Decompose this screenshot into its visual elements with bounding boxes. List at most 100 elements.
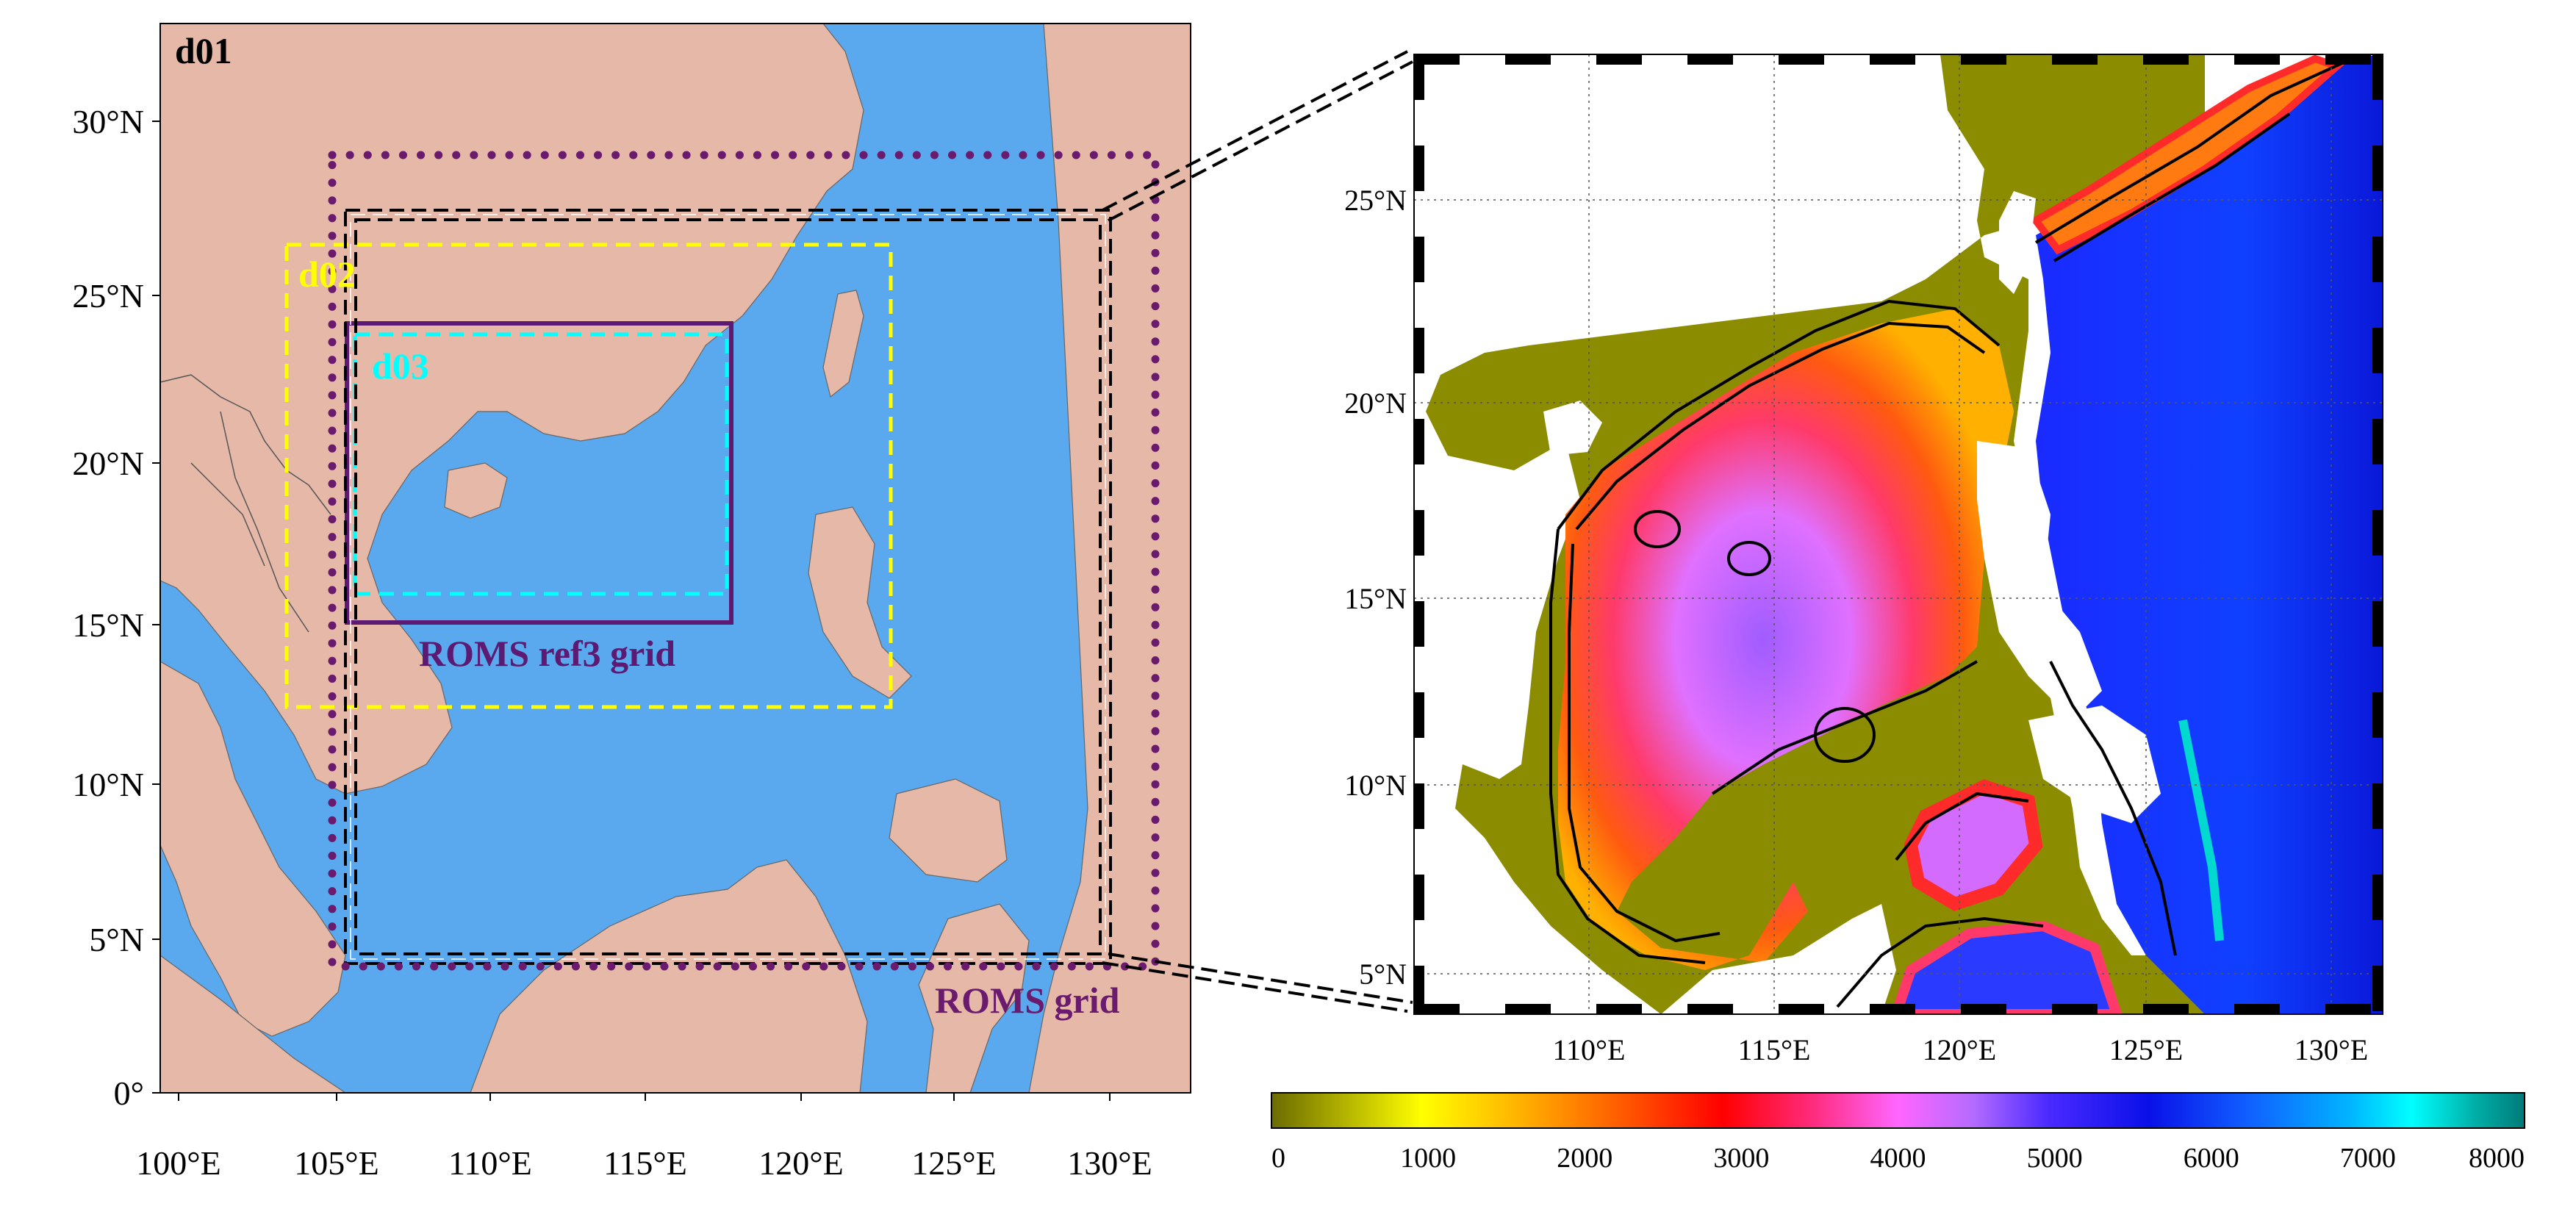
right-lon-tick-label: 115°E bbox=[1738, 1033, 1811, 1066]
frame-checker bbox=[1870, 54, 1915, 65]
frame-checker bbox=[1414, 966, 1424, 1011]
frame-checker bbox=[2372, 237, 2383, 282]
frame-checker bbox=[1687, 1004, 1733, 1014]
lat-tick-label: 25°N bbox=[72, 277, 144, 315]
lon-tick-label: 130°E bbox=[1067, 1144, 1152, 1182]
land-borneo bbox=[470, 859, 868, 1093]
land-visayas-right bbox=[2028, 706, 2161, 823]
lat-tick-label: 0° bbox=[114, 1074, 144, 1112]
land-hainan-right bbox=[1543, 401, 1602, 456]
d03-label: d03 bbox=[372, 345, 429, 387]
right-map-gridlines bbox=[1414, 54, 2383, 1014]
right-lon-tick-label: 120°E bbox=[1923, 1033, 1996, 1066]
right-lon-tick-label: 110°E bbox=[1553, 1033, 1626, 1066]
land-malay-peninsula bbox=[160, 661, 346, 1037]
lon-tick-label: 115°E bbox=[603, 1144, 687, 1182]
land-borneo-right bbox=[1661, 904, 1896, 1014]
roms-ref3-grid-box bbox=[345, 321, 733, 625]
inner-grid-box bbox=[344, 209, 1112, 965]
frame-checker bbox=[1505, 54, 1551, 65]
frame-checker bbox=[1414, 875, 1424, 920]
frame-checker bbox=[2372, 54, 2383, 100]
frame-checker bbox=[1870, 1004, 1915, 1014]
lat-tick-label: 5°N bbox=[89, 921, 144, 958]
frame-checker bbox=[1779, 1004, 1824, 1014]
frame-checker bbox=[2372, 419, 2383, 464]
philippine-trench bbox=[2178, 719, 2224, 941]
colorbar-tick-label: 5000 bbox=[2027, 1143, 2083, 1174]
frame-checker bbox=[2372, 146, 2383, 191]
country-borders bbox=[160, 374, 331, 633]
land-asia-mainland bbox=[160, 24, 864, 794]
depth-colorbar: 0 1000 2000 3000 4000 5000 6000 7000 8000 bbox=[1271, 1092, 2525, 1174]
lon-tick-label: 100°E bbox=[136, 1144, 221, 1182]
right-bathymetry-map: 5°N 10°N 15°N 20°N 25°N 110°E 115°E 120°E 125°E… bbox=[1344, 54, 2383, 1066]
frame-checker bbox=[1414, 1004, 1460, 1014]
inner-grid-box-white bbox=[350, 214, 1106, 960]
frame-checker bbox=[1414, 601, 1424, 647]
right-lat-tick-label: 5°N bbox=[1359, 958, 1407, 991]
frame-checker bbox=[2372, 875, 2383, 920]
depth-contours bbox=[1549, 57, 2353, 1008]
land-luzon-right bbox=[1977, 441, 2102, 720]
frame-checker bbox=[1596, 54, 1642, 65]
frame-checker bbox=[2052, 54, 2098, 65]
land-hainan bbox=[444, 462, 508, 519]
frame-checker bbox=[1961, 54, 2006, 65]
colorbar-gradient bbox=[1271, 1092, 2525, 1129]
right-lon-axis: 110°E 115°E 120°E 125°E 130°E bbox=[1553, 1033, 2369, 1066]
roms-grid-label: ROMS grid bbox=[935, 980, 1120, 1021]
frame-checker bbox=[1414, 419, 1424, 464]
frame-checker bbox=[2234, 1004, 2280, 1014]
frame-checker bbox=[1414, 510, 1424, 556]
left-lat-axis: 0° 5°N 10°N 15°N 20°N 25°N 30°N bbox=[72, 103, 160, 1112]
colorbar-tick-label: 2000 bbox=[1557, 1143, 1612, 1174]
land-sulawesi bbox=[918, 903, 1030, 1093]
left-map-frame bbox=[159, 23, 1191, 1094]
colorbar-tick-label: 1000 bbox=[1400, 1143, 1456, 1174]
frame-checker bbox=[1414, 237, 1424, 282]
frame-checker bbox=[1414, 54, 1424, 100]
colorbar-tick-label: 3000 bbox=[1713, 1143, 1769, 1174]
frame-checker bbox=[2143, 1004, 2189, 1014]
right-lon-tick-label: 130°E bbox=[2295, 1033, 2368, 1066]
frame-checker bbox=[2372, 783, 2383, 829]
land-taiwan-right bbox=[1999, 191, 2036, 294]
frame-checker bbox=[1414, 54, 1460, 65]
scs-deep-basin bbox=[1558, 309, 2014, 970]
frame-checker bbox=[2372, 510, 2383, 556]
right-lat-tick-label: 10°N bbox=[1344, 769, 1407, 802]
frame-checker bbox=[2143, 54, 2189, 65]
lon-tick-label: 125°E bbox=[911, 1144, 997, 1182]
right-lat-tick-label: 15°N bbox=[1344, 582, 1407, 615]
frame-checker bbox=[2325, 1004, 2371, 1014]
d02-label: d02 bbox=[298, 254, 356, 295]
frame-checker bbox=[2372, 692, 2383, 738]
lon-tick-label: 110°E bbox=[448, 1144, 532, 1182]
frame-checker bbox=[1414, 328, 1424, 373]
frame-checker bbox=[1414, 692, 1424, 738]
land-luzon bbox=[808, 506, 912, 699]
left-lon-axis: 100°E 105°E 110°E 115°E 120°E 125°E 130°E bbox=[136, 1093, 1152, 1182]
frame-checker bbox=[1414, 783, 1424, 829]
panel-label-d01: d01 bbox=[175, 30, 232, 71]
right-lon-tick-label: 125°E bbox=[2109, 1033, 2183, 1066]
frame-checker bbox=[2234, 54, 2280, 65]
right-lat-axis: 5°N 10°N 15°N 20°N 25°N bbox=[1344, 184, 1407, 991]
land-mindanao bbox=[889, 778, 1008, 883]
left-domain-map: d01 d02 d03 ROMS ref3 grid ROMS grid 0° 5… bbox=[72, 23, 1191, 1182]
lat-tick-label: 30°N bbox=[72, 103, 144, 140]
frame-checker bbox=[2325, 54, 2371, 65]
d02-domain-box bbox=[284, 243, 893, 709]
frame-checker bbox=[2372, 601, 2383, 647]
lon-tick-label: 105°E bbox=[294, 1144, 379, 1182]
frame-checker bbox=[1961, 1004, 2006, 1014]
frame-checker bbox=[2052, 1004, 2098, 1014]
lat-tick-label: 10°N bbox=[72, 766, 144, 803]
zoom-connector-lines bbox=[1102, 50, 1413, 1013]
lat-tick-label: 20°N bbox=[72, 445, 144, 482]
frame-checker bbox=[1687, 54, 1733, 65]
frame-checker bbox=[1414, 146, 1424, 191]
colorbar-tick-label: 8000 bbox=[2469, 1143, 2525, 1174]
